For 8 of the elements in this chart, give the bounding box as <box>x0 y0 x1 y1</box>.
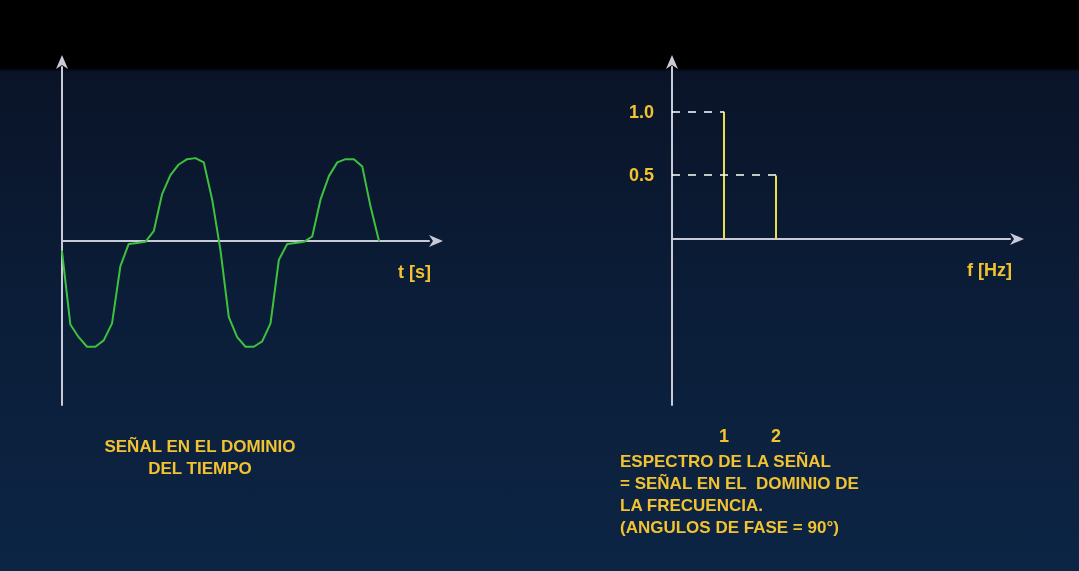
text: ESPECTRO DE LA SEÑAL = SEÑAL EN EL DOMINIO DE LA FRECUENCIA. (ANGULOS DE FASE = 90°) <box>620 450 859 537</box>
y-tick-label: 0.5 <box>628 165 654 186</box>
x-axis-title: t [s] <box>398 261 431 282</box>
y-tick-label: 1.0 <box>628 101 654 122</box>
x-tick-label: 1 <box>718 426 730 446</box>
x-axis-title: f [Hz] <box>967 260 1012 281</box>
text: SEÑAL EN EL DOMINIO DEL TIEMPO <box>104 435 296 478</box>
x-tick-label: 2 <box>770 426 782 446</box>
